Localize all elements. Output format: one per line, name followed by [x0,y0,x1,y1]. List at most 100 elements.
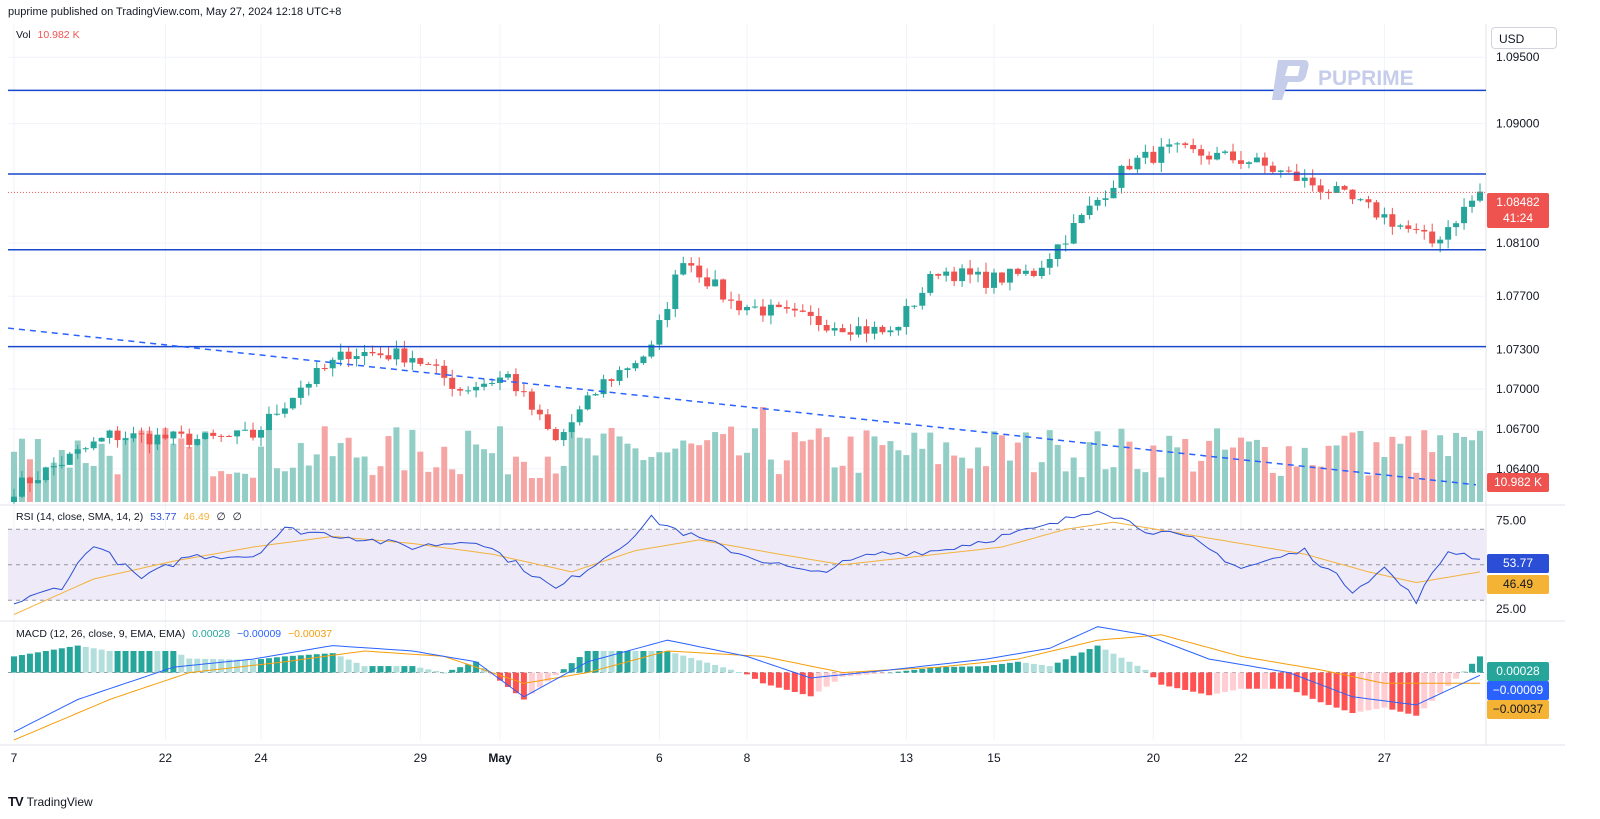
volume-bar [1397,443,1404,502]
macd-histogram-bar [433,670,440,673]
currency-selector[interactable]: USD [1491,27,1557,49]
candle-body [1245,162,1252,164]
candle-body [1373,202,1380,218]
watermark-text: PUPRIME [1318,67,1414,90]
candle-body [1118,165,1125,188]
candle-body [879,326,886,333]
candle-body [218,435,225,437]
candle-body [919,292,926,306]
candle-body [552,429,559,441]
volume-legend-label: Vol [16,29,31,41]
candle-body [1030,270,1037,277]
price-tick-label: 1.09500 [1496,50,1540,64]
candle-body [385,355,392,360]
volume-bar [990,431,997,502]
macd-histogram-bar [1293,672,1300,693]
macd-histogram-bar [1429,672,1436,701]
macd-histogram-bar [1158,672,1165,685]
macd-histogram-bar [959,666,966,673]
volume-bar [967,468,974,502]
macd-histogram-bar [257,659,264,673]
candle-body [520,391,527,393]
volume-bar [1357,430,1364,502]
volume-bar [704,440,711,502]
puprime-watermark: PUPRIME [1268,56,1414,102]
macd-histogram-bar [990,665,997,673]
candle-body [1253,157,1260,163]
macd-histogram-bar [11,656,17,673]
volume-bar [130,435,137,502]
macd-histogram-bar [1469,663,1476,673]
volume-bar [1166,435,1173,502]
rsi-tick-label: 25.00 [1496,602,1526,616]
macd-histogram-bar [441,672,448,674]
candle-body [775,304,782,308]
candle-body [106,430,113,438]
macd-histogram-bar [1174,672,1181,689]
volume-bar [1341,435,1348,502]
volume-bar [1349,432,1356,502]
candle-body [186,433,193,445]
volume-bar [1405,436,1412,502]
macd-histogram-bar [712,665,719,673]
volume-bar [218,471,225,502]
macd-histogram-bar [512,672,519,694]
rsi-ma-legend-value: 46.49 [183,511,210,523]
volume-bar [1293,466,1300,502]
candle-body [528,391,535,410]
candle-body [497,377,504,383]
price-tick-label: 1.06400 [1496,462,1540,476]
candle-body [170,431,177,439]
candle-body [345,351,352,359]
rsi-ma-tag: 46.49 [1487,575,1549,594]
x-tick-label: 27 [1378,751,1392,765]
volume-bar [154,442,161,502]
candle-body [1309,177,1316,186]
candle-body [154,434,161,445]
volume-bar [983,466,990,502]
candle-body [194,439,201,445]
volume-bar [688,443,695,502]
candle-body [751,306,758,308]
candle-body [130,433,137,439]
signal-line [13,634,1480,741]
volume-bar [1325,445,1332,502]
macd-histogram-bar [855,672,862,676]
volume-bar [720,434,727,502]
candle-body [1437,239,1444,244]
candle-body [1222,151,1229,153]
x-tick-label: 6 [656,751,663,765]
candle-body [1429,231,1436,244]
volume-bar [887,441,894,502]
volume-bar [879,445,886,502]
candle-body [42,467,49,481]
candle-body [369,351,376,354]
volume-bar [497,426,504,502]
macd-histogram-bar [154,650,161,673]
volume-bar [903,455,910,502]
candle-body [815,315,822,326]
x-tick-label: May [488,751,512,765]
volume-bar [11,451,17,502]
candle-body [536,409,543,415]
volume-bar [337,443,344,502]
tradingview-logo-icon: TV [8,794,24,809]
volume-bar [552,473,559,502]
candle-body [210,432,217,436]
volume-bar [1214,428,1221,502]
macd-histogram-bar [465,664,472,673]
volume-bar [170,443,177,502]
candle-body [1198,149,1205,156]
candle-body [178,431,185,434]
candle-body [289,397,296,409]
candle-body [1269,165,1276,172]
macd-histogram-bar [377,666,384,673]
macd-histogram-bar [1030,663,1037,673]
volume-bar [616,436,623,502]
candle-body [887,330,894,333]
volume-bar [632,448,639,502]
candle-body [273,413,280,415]
volume-bar [592,455,599,502]
candle-body [1174,143,1181,145]
